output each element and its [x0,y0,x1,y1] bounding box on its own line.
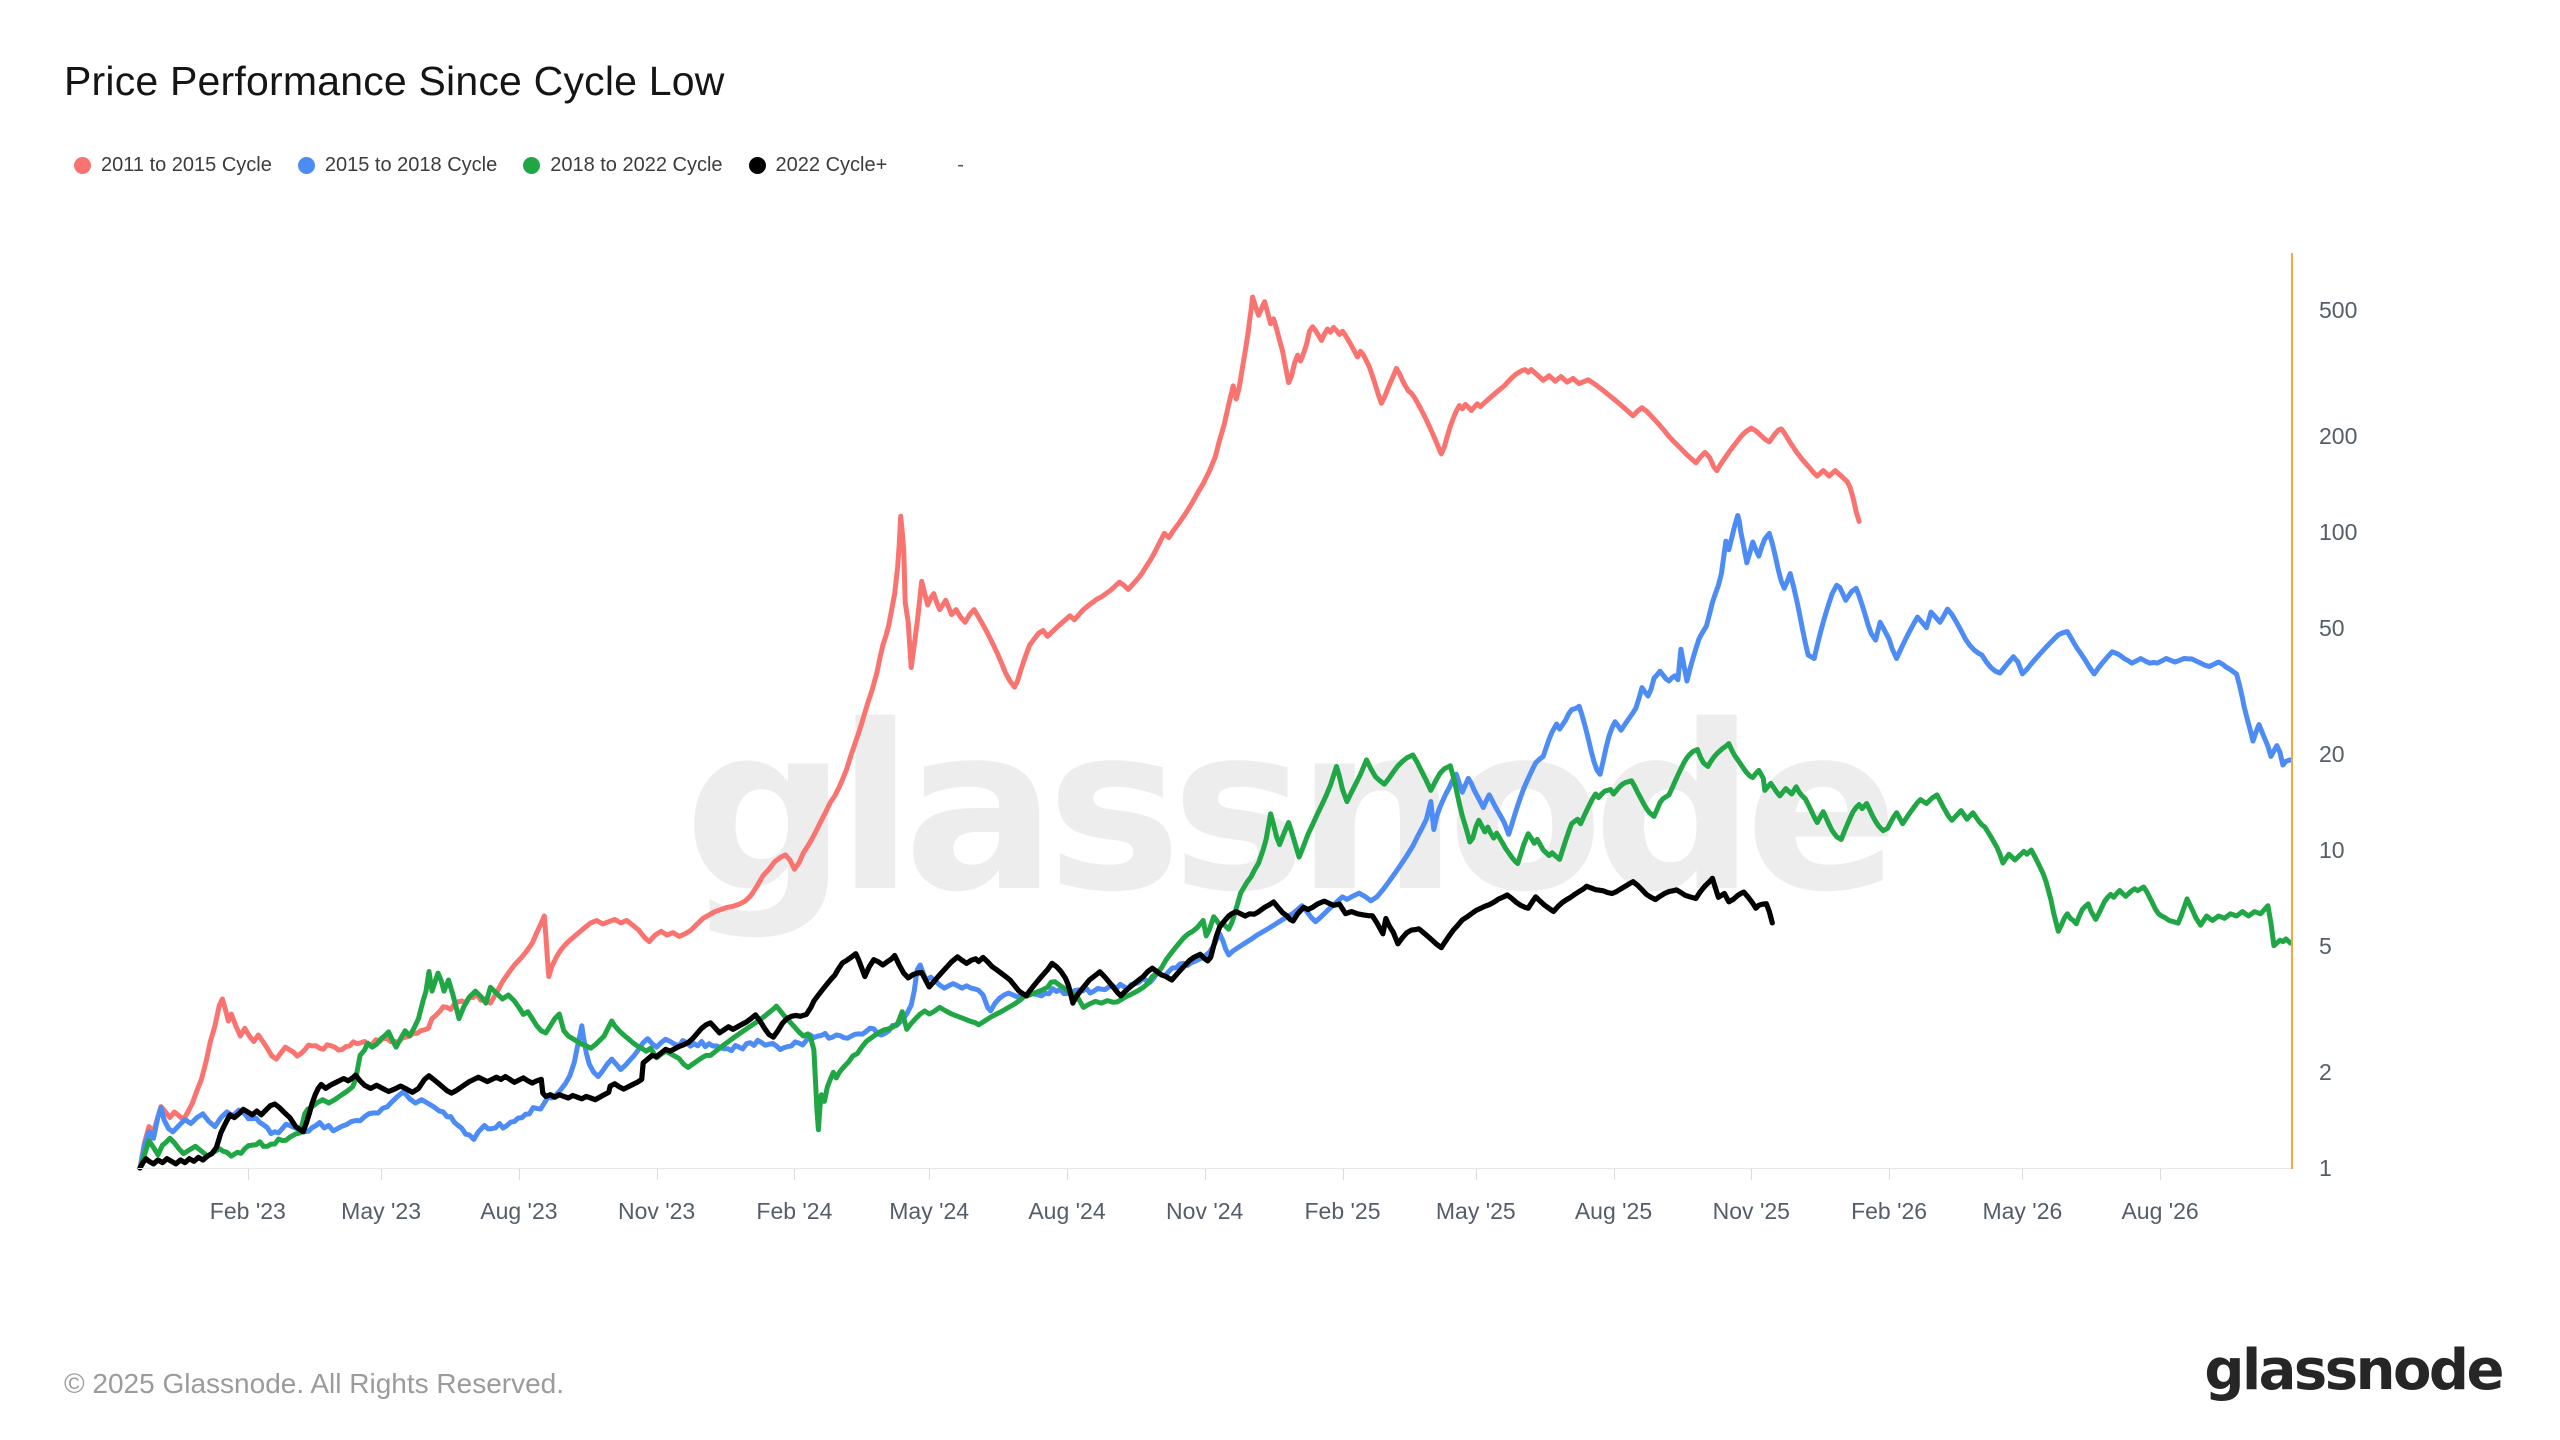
x-axis-tick [247,1169,249,1180]
legend-item-2011-2015[interactable]: 2011 to 2015 Cycle [74,154,272,177]
x-tick-label: Feb '25 [1304,1198,1381,1224]
x-axis-line [138,1168,2293,1169]
x-tick-label: May '25 [1435,1198,1516,1224]
x-axis-tick [1067,1169,1068,1180]
legend-item-label: 2011 to 2015 Cycle [101,154,272,176]
x-axis-tick [381,1169,383,1180]
x-axis-tick [1342,1169,1344,1180]
legend-overflow-indicator: - [957,154,964,176]
y-tick-label: 5 [2319,932,2332,959]
x-axis-tick [929,1169,931,1180]
y-tick-label: 500 [2319,296,2358,323]
x-tick-label: Aug '24 [1028,1198,1106,1224]
footer-copyright: © 2025 Glassnode. All Rights Reserved. [64,1368,565,1399]
x-tick-label: Nov '23 [617,1198,696,1224]
legend-dot-icon [74,157,91,174]
x-axis-tick [1613,1169,1615,1180]
glassnode-logo: glassnode [2204,1338,2504,1403]
x-tick-label: Feb '24 [756,1198,833,1224]
legend-item-label: 2018 to 2022 Cycle [550,154,723,176]
legend-item-2018-2022[interactable]: 2018 to 2022 Cycle [523,154,723,177]
legend-item-label: 2015 to 2018 Cycle [324,154,498,176]
y-tick-label: 50 [2319,614,2345,641]
legend: 2011 to 2015 Cycle 2015 to 2018 Cycle 20… [74,154,964,177]
y-tick-label: 20 [2319,741,2345,768]
x-tick-label: Aug '25 [1574,1198,1653,1224]
x-tick-label: May '24 [889,1198,970,1224]
y-tick-label: 1 [2319,1155,2332,1181]
y-axis-line [2291,253,2293,1169]
x-axis-tick [794,1169,796,1180]
x-tick-label: Nov '24 [1166,1198,1244,1224]
legend-item-label: 2022 Cycle+ [775,154,888,176]
x-axis-tick [2022,1169,2024,1180]
x-tick-label: May '23 [341,1198,421,1224]
page-title: Price Performance Since Cycle Low [64,58,725,104]
legend-dot-icon [523,157,541,174]
x-axis-tick [2160,1169,2162,1180]
legend-dot-icon [297,157,315,174]
x-axis-tick [1475,1169,1477,1180]
legend-item-2015-2018[interactable]: 2015 to 2018 Cycle [297,154,498,177]
y-tick-label: 200 [2319,423,2358,450]
x-tick-label: Nov '25 [1712,1198,1790,1224]
x-tick-label: Feb '26 [1851,1198,1928,1224]
x-tick-label: Feb '23 [209,1198,286,1224]
series-line-2015-to-2018-cycle [137,513,2293,1171]
x-tick-label: May '26 [1982,1198,2063,1224]
y-tick-label: 2 [2319,1059,2332,1086]
series-line-2022-cycle+ [137,875,1775,1171]
x-tick-label: Aug '23 [480,1198,558,1224]
y-tick-label: 100 [2319,519,2358,545]
legend-item-2022-cycle[interactable]: 2022 Cycle+ [748,154,888,177]
y-tick-label: 10 [2319,837,2345,863]
x-axis-tick [1751,1169,1753,1180]
x-axis-tick [1204,1169,1206,1180]
series-line-2011-to-2015-cycle [137,294,1862,1171]
series-line-2018-to-2022-cycle [137,741,2293,1171]
legend-dot-icon [748,157,766,174]
x-axis-tick [518,1169,520,1180]
x-axis-tick [656,1169,658,1180]
x-tick-label: Aug '26 [2121,1198,2199,1224]
x-axis-tick [1889,1169,1891,1180]
